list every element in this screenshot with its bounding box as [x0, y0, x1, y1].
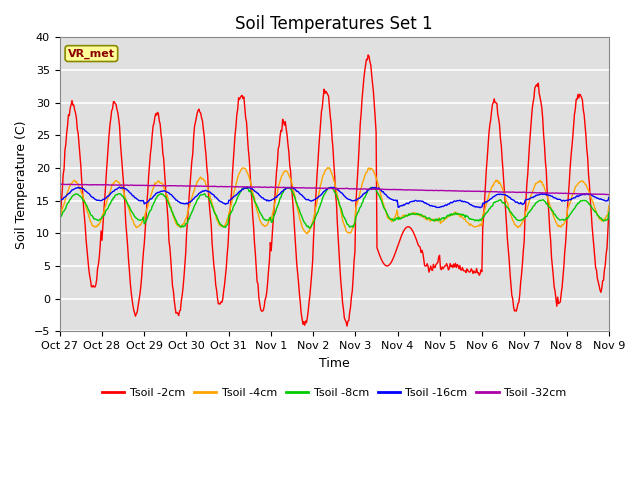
Legend: Tsoil -2cm, Tsoil -4cm, Tsoil -8cm, Tsoil -16cm, Tsoil -32cm: Tsoil -2cm, Tsoil -4cm, Tsoil -8cm, Tsoi…	[97, 383, 571, 402]
Line: Tsoil -32cm: Tsoil -32cm	[60, 184, 609, 195]
Tsoil -32cm	[605, 192, 612, 198]
Tsoil -8cm	[322, 189, 330, 195]
Tsoil -16cm	[476, 205, 484, 211]
Tsoil -2cm	[605, 209, 612, 215]
Tsoil -4cm	[249, 190, 257, 196]
Tsoil -8cm	[305, 225, 313, 231]
Tsoil -4cm	[576, 180, 584, 185]
Tsoil -16cm	[605, 194, 612, 200]
Tsoil -32cm	[575, 191, 582, 197]
Tsoil -4cm	[322, 167, 330, 172]
Tsoil -8cm	[85, 207, 93, 213]
Tsoil -4cm	[324, 165, 332, 170]
Line: Tsoil -4cm: Tsoil -4cm	[60, 168, 609, 234]
Tsoil -2cm	[576, 91, 584, 97]
Tsoil -32cm	[322, 185, 330, 191]
Tsoil -4cm	[56, 214, 63, 220]
Tsoil -32cm	[56, 181, 63, 187]
Tsoil -16cm	[277, 190, 285, 196]
Tsoil -2cm	[343, 323, 351, 329]
Line: Tsoil -16cm: Tsoil -16cm	[60, 187, 609, 208]
Tsoil -2cm	[249, 213, 257, 218]
Tsoil -16cm	[250, 187, 257, 193]
Tsoil -8cm	[276, 195, 284, 201]
Tsoil -8cm	[576, 199, 584, 204]
Tsoil -2cm	[364, 52, 372, 58]
Tsoil -2cm	[56, 218, 63, 224]
Tsoil -16cm	[228, 196, 236, 202]
Tsoil -2cm	[321, 90, 329, 96]
Line: Tsoil -8cm: Tsoil -8cm	[60, 187, 609, 228]
Tsoil -2cm	[85, 266, 93, 272]
Tsoil -32cm	[60, 181, 67, 187]
Tsoil -32cm	[277, 184, 285, 190]
X-axis label: Time: Time	[319, 357, 349, 370]
Tsoil -4cm	[303, 231, 311, 237]
Tsoil -4cm	[227, 204, 234, 210]
Tsoil -4cm	[605, 203, 612, 209]
Tsoil -32cm	[86, 182, 93, 188]
Y-axis label: Soil Temperature (C): Soil Temperature (C)	[15, 120, 28, 249]
Tsoil -8cm	[56, 215, 63, 221]
Tsoil -32cm	[228, 184, 236, 190]
Tsoil -8cm	[249, 193, 257, 199]
Title: Soil Temperatures Set 1: Soil Temperatures Set 1	[236, 15, 433, 33]
Tsoil -16cm	[116, 184, 124, 190]
Tsoil -8cm	[227, 211, 234, 216]
Tsoil -16cm	[322, 187, 330, 193]
Text: VR_met: VR_met	[68, 48, 115, 59]
Tsoil -2cm	[227, 199, 234, 205]
Tsoil -2cm	[276, 133, 284, 139]
Tsoil -32cm	[250, 184, 257, 190]
Tsoil -8cm	[605, 209, 612, 215]
Tsoil -8cm	[367, 184, 374, 190]
Line: Tsoil -2cm: Tsoil -2cm	[60, 55, 609, 326]
Tsoil -4cm	[276, 179, 284, 184]
Tsoil -16cm	[56, 198, 63, 204]
Tsoil -4cm	[85, 213, 93, 219]
Tsoil -16cm	[576, 192, 584, 198]
Tsoil -16cm	[85, 191, 93, 196]
